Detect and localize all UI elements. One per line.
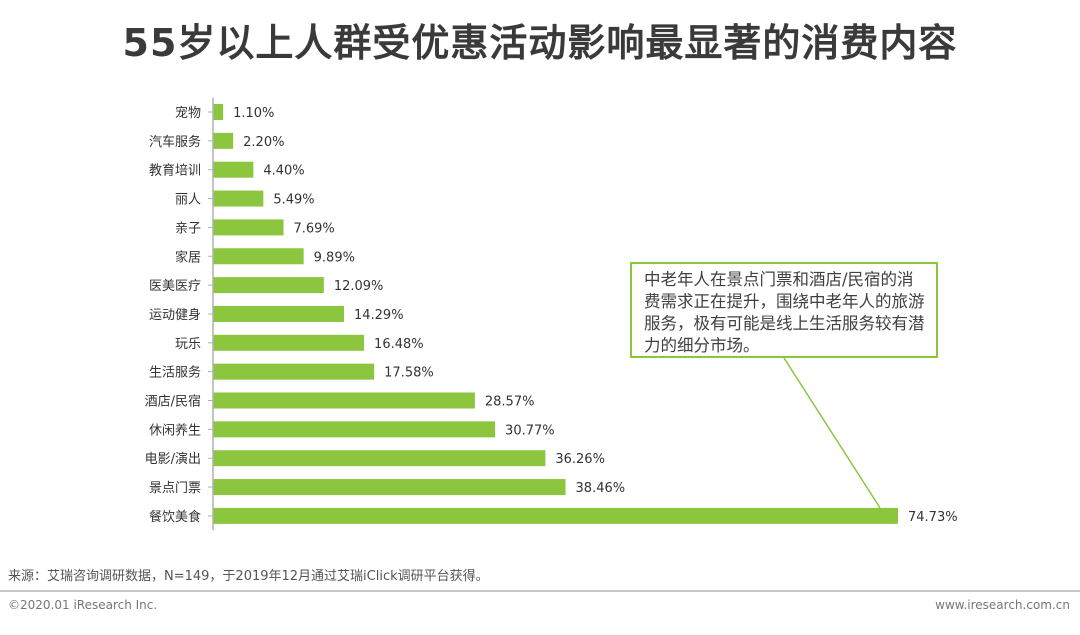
data-label: 4.40% — [263, 164, 304, 179]
category-label: 宠物 — [175, 105, 201, 121]
bar — [213, 190, 264, 207]
category-label: 休闲养生 — [149, 422, 201, 438]
category-label: 酒店/民宿 — [145, 394, 201, 410]
data-label: 7.69% — [293, 221, 334, 236]
bar — [213, 161, 254, 178]
category-label: 医美医疗 — [149, 279, 201, 294]
data-label: 17.58% — [384, 366, 434, 381]
category-label: 丽人 — [175, 193, 201, 208]
category-label: 餐饮美食 — [149, 509, 201, 525]
website-url: www.iresearch.com.cn — [935, 598, 1070, 612]
bar — [213, 334, 365, 351]
bar — [213, 392, 475, 409]
data-label: 74.73% — [908, 510, 958, 525]
data-label: 36.26% — [555, 452, 605, 467]
data-label: 2.20% — [243, 135, 284, 150]
chart-title: 55岁以上人群受优惠活动影响最显著的消费内容 — [122, 21, 958, 65]
bar — [213, 363, 375, 380]
bar — [213, 248, 304, 265]
data-label: 14.29% — [354, 308, 404, 323]
bar — [213, 479, 566, 496]
annotation-callout: 中老年人在景点门票和酒店/民宿的消费需求正在提升，围绕中老年人的旅游服务，极有可… — [630, 262, 938, 358]
data-label: 30.77% — [505, 423, 555, 438]
bar — [213, 450, 546, 467]
data-label: 38.46% — [576, 481, 626, 496]
category-label: 亲子 — [175, 221, 201, 236]
category-label: 教育培训 — [149, 163, 201, 179]
category-label: 生活服务 — [149, 365, 201, 381]
data-label: 12.09% — [334, 279, 384, 294]
data-label: 16.48% — [374, 337, 424, 352]
bar — [213, 219, 284, 236]
callout-connector — [783, 357, 881, 509]
category-label: 家居 — [175, 249, 201, 265]
category-label: 电影/演出 — [145, 451, 201, 467]
bar — [213, 132, 234, 149]
bar — [213, 305, 344, 322]
data-label: 1.10% — [233, 106, 274, 121]
bar — [213, 421, 496, 438]
data-label: 5.49% — [273, 193, 314, 208]
footer-divider — [0, 590, 1080, 592]
copyright: ©2020.01 iResearch Inc. — [8, 598, 158, 612]
bar — [213, 277, 324, 294]
data-label: 28.57% — [485, 395, 535, 410]
category-label: 玩乐 — [175, 337, 201, 352]
category-label: 汽车服务 — [149, 134, 201, 150]
source-note: 来源：艾瑞咨询调研数据，N=149，于2019年12月通过艾瑞iClick调研平… — [8, 569, 489, 584]
bar — [213, 104, 224, 120]
bar — [213, 507, 898, 524]
category-label: 景点门票 — [149, 481, 201, 496]
data-label: 9.89% — [314, 250, 355, 265]
category-label: 运动健身 — [149, 307, 201, 323]
